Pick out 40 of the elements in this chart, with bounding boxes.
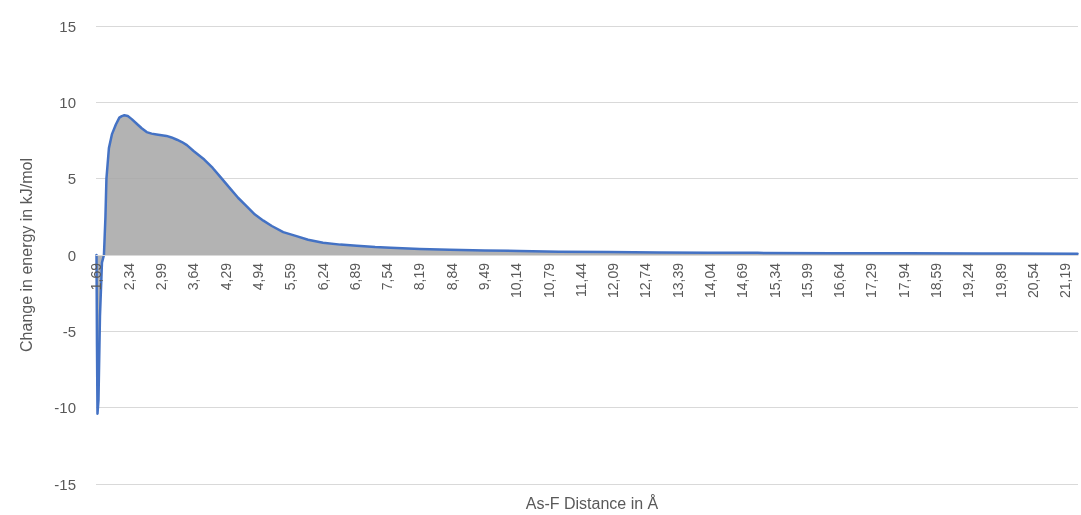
x-tick-label: 6,24 xyxy=(314,262,331,291)
x-tick-label: 2,99 xyxy=(153,262,170,291)
x-tick-label: 5,59 xyxy=(282,262,299,291)
y-tick-label: 5 xyxy=(67,170,76,188)
x-tick-label: 20,54 xyxy=(1024,262,1041,299)
x-tick-label: 19,24 xyxy=(960,262,977,299)
x-tick-label: 10,79 xyxy=(540,262,557,299)
y-tick-label: 15 xyxy=(59,17,76,35)
x-tick-label: 6,89 xyxy=(346,262,363,291)
x-tick-label: 12,74 xyxy=(637,262,654,299)
y-tick-label: -15 xyxy=(54,475,76,493)
x-tick-label: 14,04 xyxy=(701,262,718,299)
x-tick-label: 17,29 xyxy=(863,262,880,299)
x-tick-label: 16,64 xyxy=(831,262,848,299)
x-tick-label: 4,29 xyxy=(217,262,234,291)
x-tick-label: 15,99 xyxy=(798,262,815,299)
x-tick-label: 13,39 xyxy=(669,262,686,299)
x-tick-label: 1,69 xyxy=(88,262,105,291)
x-tick-label: 10,14 xyxy=(508,262,525,299)
x-tick-label: 19,89 xyxy=(992,262,1009,299)
y-tick-label: 0 xyxy=(67,246,76,264)
y-tick-label: 10 xyxy=(59,93,76,111)
y-tick-label: -10 xyxy=(54,399,76,417)
y-tick-label: -5 xyxy=(62,322,76,340)
x-tick-label: 7,54 xyxy=(379,262,396,291)
y-axis-title: Change in energy in kJ/mol xyxy=(17,158,35,352)
x-tick-label: 8,19 xyxy=(411,262,428,291)
x-tick-label: 15,34 xyxy=(766,262,783,299)
x-axis-title: As-F Distance in Å xyxy=(525,493,659,512)
x-tick-label: 4,94 xyxy=(249,262,266,291)
x-tick-label: 17,94 xyxy=(895,262,912,299)
x-tick-label: 3,64 xyxy=(185,262,202,291)
x-tick-label: 18,59 xyxy=(927,262,944,299)
x-tick-label: 14,69 xyxy=(734,262,751,299)
x-tick-label: 9,49 xyxy=(475,262,492,291)
x-tick-label: 8,84 xyxy=(443,262,460,291)
x-tick-label: 21,19 xyxy=(1057,262,1074,299)
x-tick-label: 2,34 xyxy=(120,262,137,291)
x-tick-label: 12,09 xyxy=(605,262,622,299)
x-tick-label: 11,44 xyxy=(572,262,589,297)
